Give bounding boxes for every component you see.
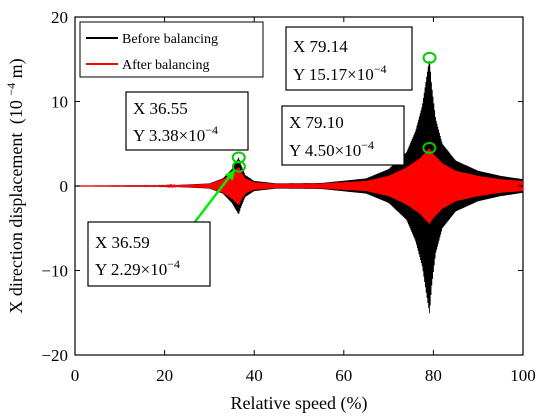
annotation-x: X 79.14 (293, 37, 348, 56)
y-tick-label: 20 (51, 8, 68, 27)
series-line-after-balancing (74, 148, 524, 224)
annotation-y: Y 4.50×10−4 (289, 138, 374, 160)
x-tick-label: 60 (335, 366, 352, 385)
marker-36-59 (231, 160, 246, 173)
annotation-y: Y 15.17×10−4 (293, 62, 387, 84)
y-axis-title-exp: −4 (4, 83, 18, 96)
x-tick-label: 40 (246, 366, 263, 385)
marker-79-14 (422, 51, 437, 64)
annotation-x: X 36.59 (95, 233, 150, 252)
y-tick-label: 0 (60, 177, 69, 196)
annotation-y: Y 3.38×10−4 (133, 123, 218, 145)
annotation-arrowhead (224, 169, 235, 181)
x-tick-label: 80 (425, 366, 442, 385)
y-axis-title-main: X direction displacement (6, 133, 26, 314)
y-tick-label: −20 (41, 346, 68, 365)
annotation-36-55: X 36.55 Y 3.38×10−4 (125, 91, 249, 151)
annotation-y: Y 2.29×10−4 (95, 257, 180, 279)
annotation-box (285, 26, 413, 91)
annotation-box (125, 91, 249, 151)
annotation-x: X 36.55 (133, 99, 188, 118)
series-layer (74, 61, 524, 314)
annotation-79-14: X 79.14 Y 15.17×10−4 (285, 26, 413, 91)
x-tick-label: 20 (156, 366, 173, 385)
legend-box (79, 21, 264, 78)
legend-label-after: After balancing (122, 58, 209, 73)
annotation-box (87, 221, 211, 287)
annotation-x: X 79.10 (289, 113, 344, 132)
x-axis-title: Relative speed (%) (231, 393, 368, 414)
y-axis-title-unit-end: m) (6, 58, 27, 78)
annotation-box (281, 105, 405, 166)
y-axis-title: X direction displacement (10 −4 m) (0, 58, 27, 313)
legend-label-before: Before balancing (122, 32, 218, 47)
y-axis-title-unit: (10 (6, 100, 27, 124)
annotation-79-10: X 79.10 Y 4.50×10−4 (281, 105, 405, 166)
annotation-36-59: X 36.59 Y 2.29×10−4 (87, 221, 211, 287)
y-tick-label: 10 (51, 93, 68, 112)
ticks-layer: 0 20 40 60 80 100 −20 −10 0 10 20 (41, 8, 535, 385)
x-tick-label: 100 (510, 366, 536, 385)
x-tick-label: 0 (71, 366, 80, 385)
legend: Before balancing After balancing (79, 21, 264, 78)
marker-79-10 (422, 141, 437, 154)
y-tick-label: −10 (41, 262, 68, 281)
